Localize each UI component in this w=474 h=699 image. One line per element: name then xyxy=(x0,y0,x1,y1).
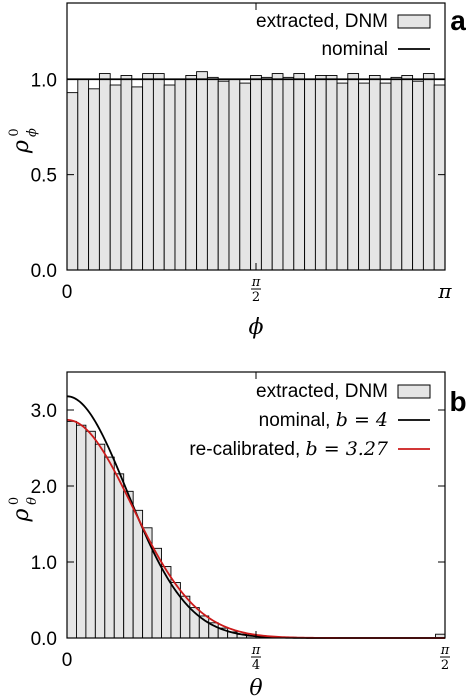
y-tick-label: 3.0 xyxy=(31,401,57,422)
histogram-bar xyxy=(368,75,381,271)
histogram-bar xyxy=(422,73,435,271)
panel-label: b xyxy=(449,386,466,417)
y-tick-label: 0.5 xyxy=(31,166,57,187)
y-axis-label-sub: ϕ xyxy=(25,128,40,137)
histogram-bar xyxy=(113,473,125,639)
histogram-bar xyxy=(174,78,187,271)
x-tick-label-numerator: π xyxy=(251,275,261,290)
x-tick-label-numerator: π xyxy=(251,643,261,658)
x-tick-label-denominator: 2 xyxy=(441,658,449,673)
legend-swatch-histogram xyxy=(397,14,431,29)
histogram-bar xyxy=(239,82,252,271)
histogram-bar xyxy=(185,75,198,271)
histogram-bar xyxy=(151,547,162,639)
legend-swatch-histogram xyxy=(397,384,431,399)
y-axis-label-base: ρ xyxy=(9,140,34,154)
histogram-bar xyxy=(282,76,295,271)
histogram-bar xyxy=(98,73,111,271)
y-axis-label: ρ 0 θ xyxy=(7,497,40,523)
histogram-bar xyxy=(104,456,115,639)
histogram-bar xyxy=(390,76,403,271)
legend: extracted, DNM nominal xyxy=(256,11,431,60)
y-axis-label-sup: 0 xyxy=(7,128,22,136)
histogram-bar xyxy=(66,92,79,271)
histogram-bar xyxy=(123,490,134,639)
legend-label-1: nominal xyxy=(321,39,388,60)
legend-label-2: re-calibrated, b = 3.27 xyxy=(189,438,389,460)
histogram-bar xyxy=(217,80,230,271)
legend-label-math: b = 3.27 xyxy=(306,438,389,460)
legend-label-1: nominal, b = 4 xyxy=(259,409,388,431)
histogram-bar xyxy=(228,78,241,271)
y-tick-label: 1.0 xyxy=(31,553,57,574)
legend-label-0: extracted, DNM xyxy=(256,11,388,32)
y-axis-label-base: ρ xyxy=(9,508,34,522)
histogram-bar xyxy=(196,71,208,271)
histogram-bar xyxy=(250,75,262,271)
histogram-bar xyxy=(206,76,219,271)
histogram-bar xyxy=(132,509,144,639)
histogram-bar xyxy=(412,80,424,271)
histogram-bar xyxy=(358,82,370,271)
y-axis-label-sub: θ xyxy=(25,497,40,505)
x-axis-label: ϕ xyxy=(249,315,264,340)
histogram-bar xyxy=(94,443,106,639)
histogram-bar xyxy=(109,84,122,271)
legend-label-text: re-calibrated, xyxy=(189,439,305,460)
y-tick-label: 0.0 xyxy=(31,261,57,282)
x-tick-label: π xyxy=(437,279,452,303)
histogram-bar xyxy=(336,82,349,271)
histogram-bar xyxy=(314,75,327,271)
histogram-bar xyxy=(66,420,77,639)
histogram-bar xyxy=(85,430,96,639)
histogram-bar xyxy=(131,86,144,271)
y-axis-label-sup: 0 xyxy=(7,497,22,505)
histogram-bar xyxy=(433,84,446,271)
x-tick-label-denominator: 4 xyxy=(252,658,260,673)
legend-label-0: extracted, DNM xyxy=(256,381,388,402)
histogram-bar xyxy=(152,73,165,271)
x-axis-label: θ xyxy=(249,676,262,699)
histogram-bar xyxy=(88,88,100,271)
histogram-bar xyxy=(379,82,392,271)
legend-label-text: nominal, xyxy=(259,410,336,431)
legend-label-math: b = 4 xyxy=(336,409,388,431)
histogram-bar xyxy=(142,73,154,271)
y-tick-label: 2.0 xyxy=(31,477,57,498)
panel-label: a xyxy=(450,5,466,36)
histogram-bar xyxy=(293,73,306,271)
legend: extracted, DNM nominal, b = 4 re-calibrate… xyxy=(189,381,431,460)
histogram-bar xyxy=(401,75,414,271)
histogram-bar xyxy=(163,84,176,271)
histogram-bar xyxy=(75,424,87,639)
histogram-bar xyxy=(271,73,284,271)
histogram-bar xyxy=(304,78,316,271)
histogram-bar xyxy=(77,78,90,271)
x-tick-label: 0 xyxy=(62,650,73,671)
histogram-bar xyxy=(347,73,360,271)
x-tick-label-denominator: 2 xyxy=(252,290,260,305)
histogram-bar xyxy=(120,75,133,271)
y-tick-label: 0.0 xyxy=(31,629,57,650)
histogram-bar xyxy=(325,75,338,271)
y-tick-label: 1.0 xyxy=(31,70,57,91)
histogram-bar xyxy=(260,76,273,271)
x-tick-label: 0 xyxy=(62,282,73,303)
y-axis-label: ρ 0 ϕ xyxy=(7,128,40,154)
x-tick-label-numerator: π xyxy=(440,643,450,658)
